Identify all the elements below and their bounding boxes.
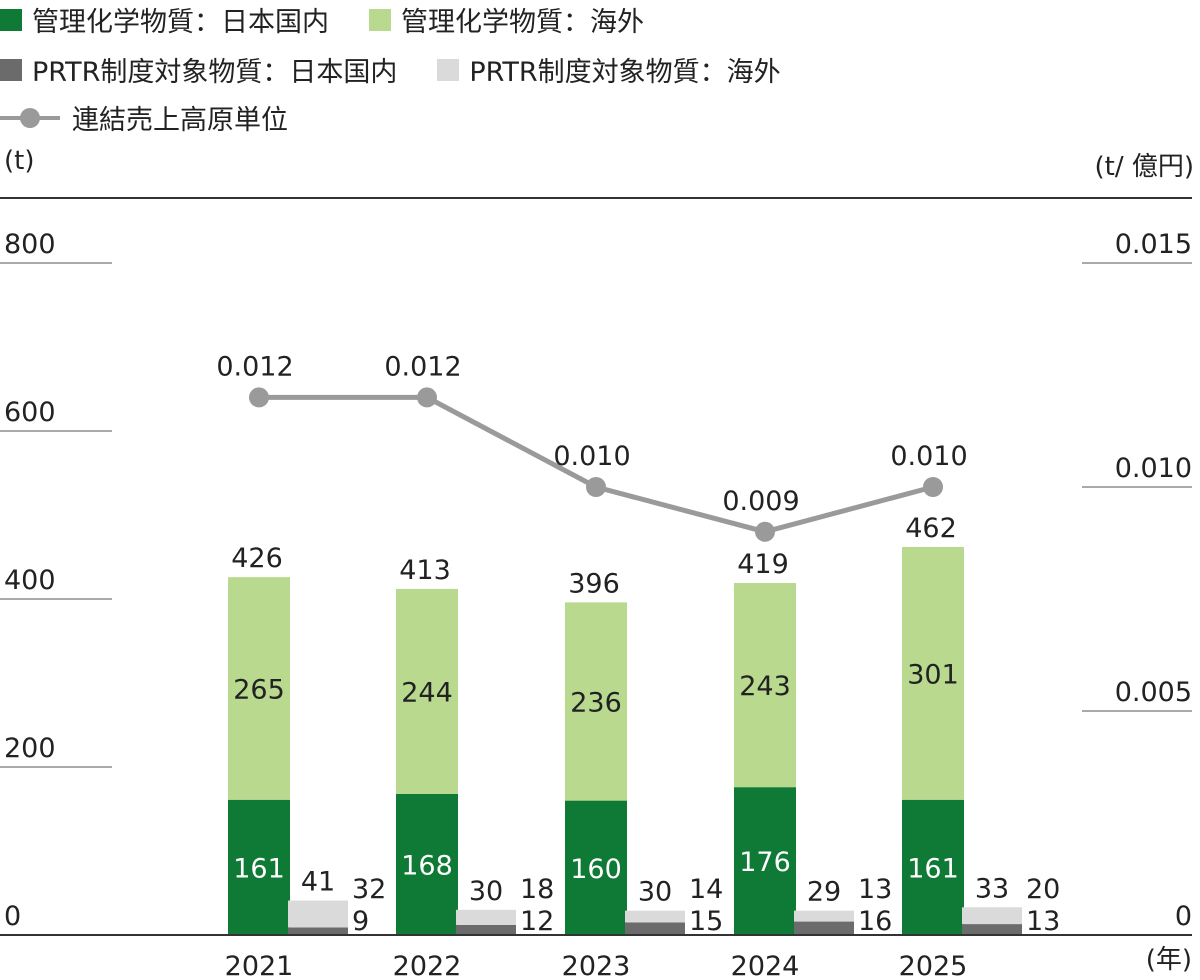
bar-overseas-prtr-2025 (962, 907, 1022, 925)
x-tick-label-2023: 2023 (562, 951, 631, 980)
label-overseas-prtr-2022: 18 (520, 874, 554, 905)
y-axis-unit-label: (t) (4, 146, 35, 176)
bar-domestic-prtr-2021 (288, 927, 348, 935)
y-tick-label-200: 200 (4, 733, 56, 764)
bar-overseas-chem-2021 (228, 577, 290, 800)
label-prtr-total-2022: 30 (469, 876, 503, 907)
bar-overseas-chem-2024 (734, 583, 796, 788)
intensity-label-2021: 0.012 (216, 351, 293, 382)
bar-domestic-chem-2021 (228, 799, 290, 935)
legend-row-1: 管理化学物質：日本国内 管理化学物質：海外 (0, 0, 684, 39)
label-prtr-total-2023: 30 (638, 877, 672, 908)
intensity-point-2024 (755, 521, 775, 542)
legend-swatch-domestic-prtr (0, 58, 22, 81)
label-chem-total-2022: 413 (399, 555, 451, 586)
legend-item-overseas-prtr: PRTR制度対象物質：海外 (437, 50, 781, 89)
x-axis-unit-label: (年) (1146, 945, 1192, 975)
bar-domestic-prtr-2024 (794, 921, 854, 935)
intensity-point-2025 (923, 477, 943, 497)
intensity-label-2024: 0.009 (722, 486, 799, 517)
legend-item-overseas-chem: 管理化学物質：海外 (369, 0, 644, 39)
intensity-point-2021 (249, 387, 269, 408)
label-chem-total-2023: 396 (568, 568, 620, 599)
label-overseas-chem-2023: 236 (570, 687, 622, 718)
bar-domestic-prtr-2023 (625, 922, 685, 935)
bar-overseas-prtr-2022 (456, 909, 516, 925)
bar-domestic-prtr-2025 (962, 924, 1022, 935)
legend-item-domestic-prtr: PRTR制度対象物質：日本国内 (0, 50, 397, 89)
legend-row-3: 連結売上高原単位 (0, 98, 328, 137)
y2-tick-label-0.010: 0.010 (1115, 453, 1192, 484)
label-domestic-prtr-2023: 15 (689, 906, 723, 937)
label-overseas-prtr-2024: 13 (858, 874, 892, 905)
bar-overseas-prtr-2021 (288, 900, 348, 928)
legend-row-2: PRTR制度対象物質：日本国内 PRTR制度対象物質：海外 (0, 50, 821, 89)
bar-overseas-prtr-2023 (625, 910, 685, 923)
y-tick-label-400: 400 (4, 565, 56, 596)
label-domestic-chem-2023: 160 (570, 854, 622, 885)
intensity-label-2025: 0.010 (890, 441, 967, 472)
label-overseas-chem-2022: 244 (401, 677, 453, 708)
x-tick-label-2021: 2021 (225, 951, 294, 980)
intensity-label-2023: 0.010 (553, 441, 630, 472)
label-domestic-chem-2025: 161 (907, 853, 959, 884)
x-tick-label-2024: 2024 (731, 951, 800, 980)
label-domestic-chem-2021: 161 (233, 853, 285, 884)
y2-tick-label-0.015: 0.015 (1115, 229, 1192, 260)
legend-label-domestic-prtr: PRTR制度対象物質：日本国内 (32, 57, 398, 88)
bar-overseas-chem-2023 (565, 602, 627, 801)
y-tick-label-0: 0 (4, 901, 21, 932)
bar-overseas-chem-2025 (902, 546, 964, 800)
legend-swatch-intensity (0, 107, 60, 129)
label-chem-total-2021: 426 (231, 543, 283, 574)
label-domestic-prtr-2022: 12 (520, 906, 554, 937)
label-overseas-prtr-2025: 20 (1026, 874, 1060, 905)
bar-domestic-chem-2022 (396, 793, 458, 935)
label-overseas-chem-2024: 243 (739, 671, 791, 702)
label-overseas-chem-2025: 301 (907, 659, 959, 690)
legend-label-overseas-prtr: PRTR制度対象物質：海外 (469, 57, 781, 88)
x-tick-label-2022: 2022 (393, 951, 462, 980)
label-prtr-total-2024: 29 (807, 877, 841, 908)
label-domestic-prtr-2025: 13 (1026, 906, 1060, 937)
bar-overseas-prtr-2024 (794, 910, 854, 922)
bar-domestic-chem-2023 (565, 800, 627, 935)
y2-tick-label-0.005: 0.005 (1115, 677, 1192, 708)
y-tick-label-800: 800 (4, 229, 56, 260)
intensity-point-2023 (586, 477, 606, 497)
legend-item-intensity: 連結売上高原単位 (0, 98, 288, 137)
bar-domestic-prtr-2022 (456, 924, 516, 935)
label-prtr-total-2021: 41 (301, 867, 335, 898)
label-overseas-chem-2021: 265 (233, 674, 285, 705)
legend-label-domestic-chem: 管理化学物質：日本国内 (32, 7, 329, 38)
bar-domestic-chem-2025 (902, 799, 964, 935)
label-domestic-prtr-2024: 16 (858, 906, 892, 937)
bar-overseas-chem-2022 (396, 588, 458, 794)
label-domestic-prtr-2021: 9 (352, 906, 369, 937)
intensity-label-2022: 0.012 (384, 351, 461, 382)
label-overseas-prtr-2023: 14 (689, 874, 723, 905)
y2-tick-label-0: 0 (1175, 901, 1192, 932)
legend-item-domestic-chem: 管理化学物質：日本国内 (0, 0, 329, 39)
intensity-point-2022 (417, 387, 437, 408)
legend-swatch-domestic-chem (0, 8, 22, 31)
bar-domestic-chem-2024 (734, 787, 796, 935)
label-domestic-chem-2022: 168 (401, 850, 453, 881)
y2-axis-unit-label: (t/ 億円) (1094, 152, 1194, 182)
label-domestic-chem-2024: 176 (739, 847, 791, 878)
label-chem-total-2024: 419 (737, 549, 789, 580)
label-overseas-prtr-2021: 32 (352, 874, 386, 905)
x-tick-label-2025: 2025 (899, 951, 968, 980)
legend-swatch-overseas-prtr (437, 58, 460, 81)
label-chem-total-2025: 462 (905, 513, 957, 544)
legend-label-intensity: 連結売上高原単位 (72, 105, 288, 136)
legend-label-overseas-chem: 管理化学物質：海外 (401, 7, 644, 38)
y-tick-label-600: 600 (4, 397, 56, 428)
label-prtr-total-2025: 33 (975, 873, 1009, 904)
legend-swatch-overseas-chem (369, 8, 391, 31)
